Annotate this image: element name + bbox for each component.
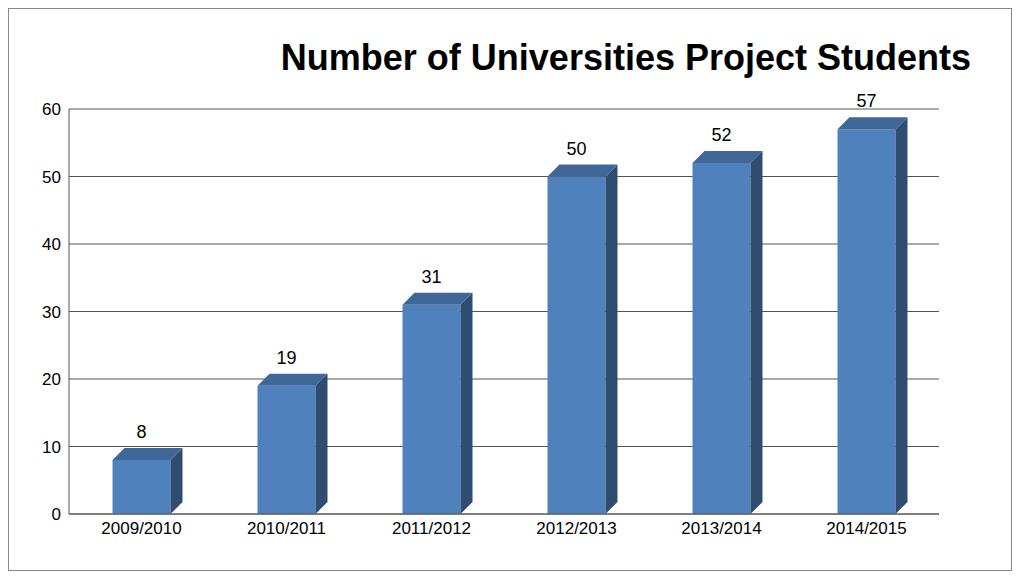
svg-text:2014/2015: 2014/2015 <box>826 519 906 538</box>
svg-text:30: 30 <box>42 303 61 322</box>
svg-text:2011/2012: 2011/2012 <box>392 519 471 538</box>
svg-text:0: 0 <box>52 505 61 524</box>
svg-text:19: 19 <box>276 348 296 368</box>
svg-text:10: 10 <box>42 438 61 457</box>
svg-text:57: 57 <box>856 91 876 111</box>
svg-text:2012/2013: 2012/2013 <box>536 519 616 538</box>
svg-text:60: 60 <box>42 100 61 119</box>
svg-text:2009/2010: 2009/2010 <box>101 519 181 538</box>
svg-text:40: 40 <box>42 235 61 254</box>
svg-text:2013/2014: 2013/2014 <box>681 519 761 538</box>
svg-text:52: 52 <box>711 125 731 145</box>
svg-text:50: 50 <box>42 168 61 187</box>
svg-text:2010/2011: 2010/2011 <box>247 519 326 538</box>
svg-text:31: 31 <box>421 267 441 287</box>
svg-text:50: 50 <box>566 139 586 159</box>
svg-text:8: 8 <box>136 422 146 442</box>
html-text:Number of Universities Project: Number of Universities Project Students <box>280 37 971 78</box>
svg-text:20: 20 <box>42 370 61 389</box>
